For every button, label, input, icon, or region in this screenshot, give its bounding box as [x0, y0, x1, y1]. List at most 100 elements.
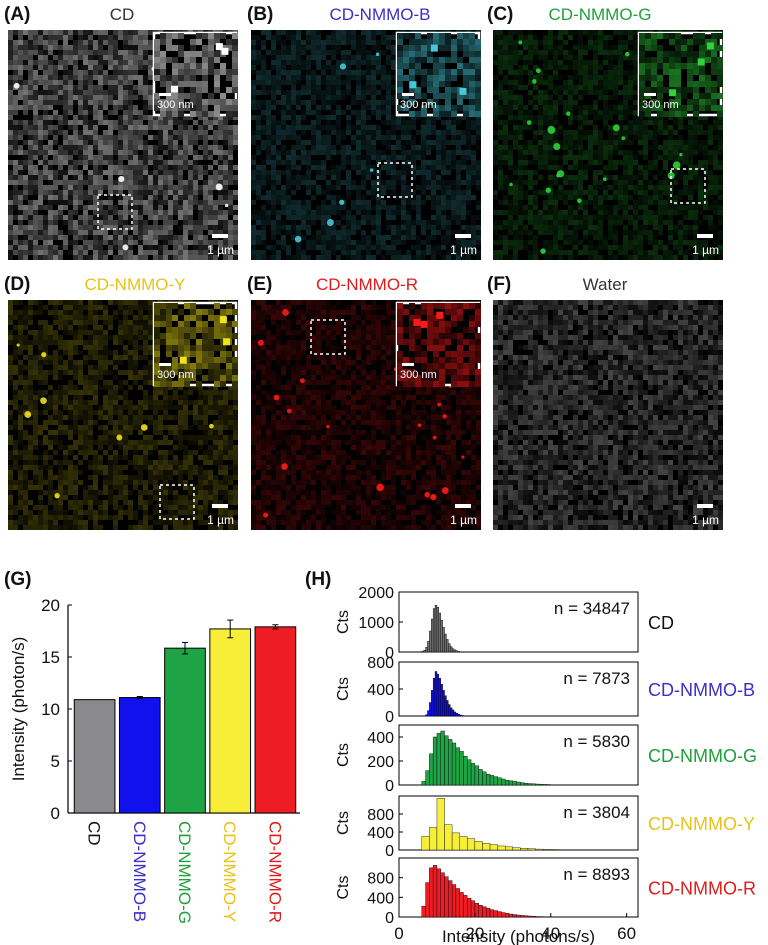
noise-pixel	[311, 140, 316, 145]
noise-pixel	[416, 185, 421, 190]
noise-pixel	[78, 155, 83, 160]
noise-pixel	[718, 175, 723, 180]
noise-pixel	[8, 105, 13, 110]
noise-pixel	[138, 210, 143, 215]
noise-pixel	[628, 105, 633, 110]
noise-pixel	[188, 225, 193, 230]
noise-pixel	[198, 240, 203, 245]
noise-pixel	[698, 120, 703, 125]
inset-pixel	[154, 93, 160, 99]
noise-pixel	[48, 50, 53, 55]
noise-pixel	[376, 70, 381, 75]
noise-pixel	[533, 150, 538, 155]
noise-pixel	[138, 255, 143, 260]
noise-pixel	[198, 220, 203, 225]
noise-pixel	[508, 30, 513, 35]
noise-pixel	[653, 120, 658, 125]
noise-pixel	[456, 145, 461, 150]
noise-pixel	[18, 230, 23, 235]
noise-pixel	[406, 200, 411, 205]
noise-pixel	[688, 140, 693, 145]
noise-pixel	[673, 115, 678, 120]
noise-pixel	[593, 65, 598, 70]
inset-pixel	[232, 75, 238, 81]
noise-pixel	[366, 205, 371, 210]
noise-pixel	[493, 105, 498, 110]
inset-pixel	[160, 33, 166, 39]
noise-pixel	[33, 225, 38, 230]
noise-pixel	[271, 225, 276, 230]
noise-pixel	[148, 200, 153, 205]
noise-pixel	[713, 160, 718, 165]
inset-pixel	[178, 69, 184, 75]
noise-pixel	[291, 255, 296, 260]
noise-pixel	[381, 85, 386, 90]
noise-pixel	[103, 105, 108, 110]
noise-pixel	[138, 180, 143, 185]
noise-pixel	[608, 105, 613, 110]
inset-pixel	[190, 57, 196, 63]
noise-pixel	[683, 175, 688, 180]
noise-pixel	[128, 175, 133, 180]
noise-pixel	[108, 180, 113, 185]
noise-pixel	[123, 90, 128, 95]
noise-pixel	[208, 180, 213, 185]
noise-pixel	[113, 255, 118, 260]
noise-pixel	[228, 245, 233, 250]
noise-pixel	[93, 130, 98, 135]
noise-pixel	[361, 110, 366, 115]
noise-pixel	[386, 85, 391, 90]
noise-pixel	[123, 230, 128, 235]
noise-pixel	[416, 210, 421, 215]
noise-pixel	[73, 245, 78, 250]
noise-pixel	[523, 150, 528, 155]
noise-pixel	[28, 210, 33, 215]
noise-pixel	[148, 105, 153, 110]
noise-pixel	[351, 95, 356, 100]
noise-pixel	[218, 175, 223, 180]
noise-pixel	[68, 125, 73, 130]
noise-pixel	[406, 220, 411, 225]
noise-pixel	[261, 175, 266, 180]
noise-pixel	[326, 140, 331, 145]
noise-pixel	[371, 205, 376, 210]
noise-pixel	[98, 180, 103, 185]
noise-pixel	[213, 160, 218, 165]
noise-pixel	[538, 50, 543, 55]
noise-pixel	[281, 135, 286, 140]
noise-pixel	[386, 75, 391, 80]
noise-pixel	[608, 185, 613, 190]
noise-pixel	[43, 50, 48, 55]
noise-pixel	[456, 115, 461, 120]
noise-pixel	[648, 145, 653, 150]
noise-pixel	[503, 40, 508, 45]
noise-pixel	[461, 245, 466, 250]
noise-pixel	[391, 170, 396, 175]
noise-pixel	[38, 125, 43, 130]
noise-pixel	[693, 145, 698, 150]
noise-pixel	[613, 65, 618, 70]
noise-pixel	[326, 135, 331, 140]
noise-pixel	[266, 105, 271, 110]
noise-pixel	[476, 145, 481, 150]
noise-pixel	[88, 175, 93, 180]
noise-pixel	[128, 105, 133, 110]
noise-pixel	[326, 195, 331, 200]
noise-pixel	[93, 120, 98, 125]
noise-pixel	[613, 190, 618, 195]
noise-pixel	[28, 125, 33, 130]
noise-pixel	[493, 145, 498, 150]
noise-pixel	[598, 95, 603, 100]
noise-pixel	[158, 175, 163, 180]
noise-pixel	[158, 195, 163, 200]
noise-pixel	[198, 210, 203, 215]
noise-pixel	[421, 240, 426, 245]
noise-pixel	[426, 250, 431, 255]
noise-pixel	[286, 125, 291, 130]
noise-pixel	[588, 35, 593, 40]
noise-pixel	[296, 145, 301, 150]
noise-pixel	[103, 100, 108, 105]
noise-pixel	[193, 255, 198, 260]
noise-pixel	[558, 45, 563, 50]
noise-pixel	[471, 170, 476, 175]
